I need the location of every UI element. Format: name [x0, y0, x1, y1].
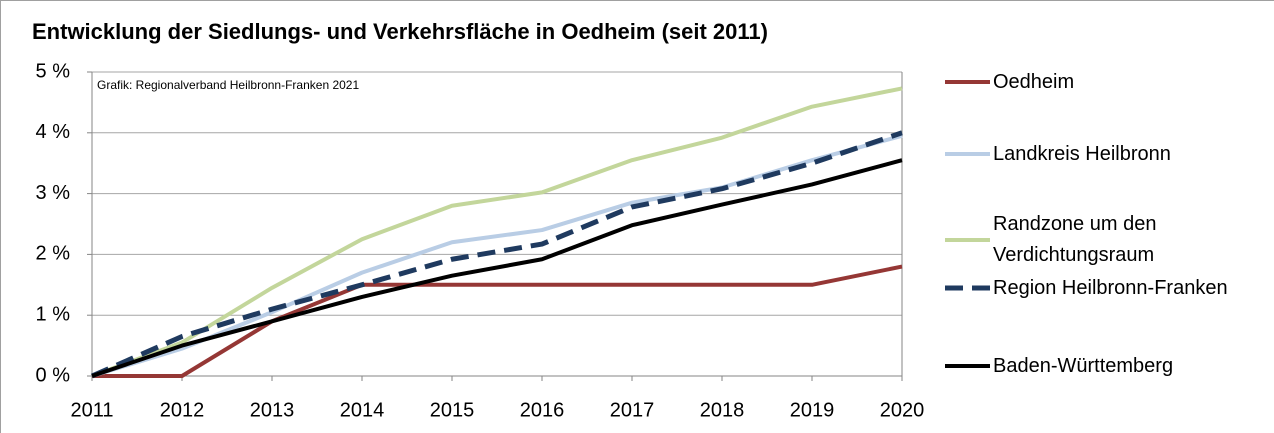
- series-line: [92, 264, 903, 378]
- x-tick-label: 2020: [880, 399, 925, 421]
- x-tick-label: 2015: [430, 399, 475, 421]
- x-tick-label: 2013: [250, 399, 295, 421]
- x-tick-label: 2012: [160, 399, 205, 421]
- x-tick-label: 2011: [70, 399, 113, 421]
- y-tick-label: 0 %: [36, 364, 71, 386]
- series-line: [90, 130, 903, 379]
- legend-label: Oedheim: [993, 70, 1075, 93]
- x-tick-label: 2016: [520, 399, 565, 421]
- y-tick-label: 1 %: [36, 303, 71, 325]
- legend-label: Region Heilbronn-Franken: [993, 276, 1228, 299]
- x-tick-label: 2019: [790, 399, 835, 421]
- y-tick-label: 5 %: [36, 60, 71, 82]
- y-tick-label: 3 %: [36, 182, 71, 204]
- x-tick-label: 2018: [700, 399, 745, 421]
- annotation: Grafik: Regionalverband Heilbronn-Franke…: [97, 78, 359, 92]
- chart-title: Entwicklung der Siedlungs- und Verkehrsf…: [32, 19, 768, 44]
- x-tick-label: 2014: [340, 399, 385, 421]
- series-line: [91, 133, 903, 378]
- series-line: [91, 158, 903, 378]
- legend-label: Randzone um den Verdichtungsraum: [993, 213, 1157, 266]
- legend-label: Baden-Württemberg: [993, 354, 1174, 377]
- y-tick-label: 2 %: [36, 243, 71, 265]
- series-line: [91, 86, 903, 378]
- x-tick-label: 2017: [610, 399, 655, 421]
- y-tick-label: 4 %: [36, 121, 71, 143]
- legend-label: Landkreis Heilbronn: [993, 142, 1171, 165]
